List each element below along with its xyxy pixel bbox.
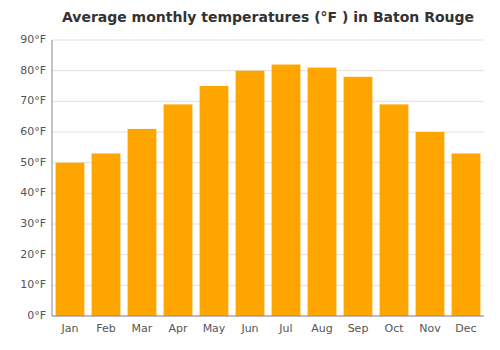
x-axis-line xyxy=(52,316,484,317)
bar xyxy=(344,77,373,316)
x-tick-label: Aug xyxy=(311,322,332,335)
grid xyxy=(52,40,484,316)
bar xyxy=(92,153,121,316)
x-tick-label: Jul xyxy=(278,322,292,335)
y-tick-label: 70°F xyxy=(20,94,46,107)
x-tick-label: Mar xyxy=(132,322,153,335)
y-tick-label: 60°F xyxy=(20,125,46,138)
bar xyxy=(416,132,445,316)
bar xyxy=(128,129,157,316)
y-tick-label: 10°F xyxy=(20,278,46,291)
chart: Average monthly temperatures (°F ) in Ba… xyxy=(0,0,500,350)
x-tick-label: May xyxy=(203,322,226,335)
y-axis-line xyxy=(52,40,53,316)
y-tick-label: 20°F xyxy=(20,248,46,261)
grid-line xyxy=(52,101,484,102)
grid-line xyxy=(52,40,484,41)
x-tick-label: Apr xyxy=(168,322,188,335)
y-tick-label: 80°F xyxy=(20,64,46,77)
bar xyxy=(56,163,85,316)
title: Average monthly temperatures (°F ) in Ba… xyxy=(62,9,474,25)
bar xyxy=(452,153,481,316)
chart-container: Average monthly temperatures (°F ) in Ba… xyxy=(0,0,500,350)
bar xyxy=(236,71,265,316)
y-tick-label: 0°F xyxy=(27,309,46,322)
y-axis: 0°F 10°F 20°F 30°F 40°F 50°F 60°F 70°F 80°F 90°F xyxy=(20,33,46,322)
x-tick-label: Jun xyxy=(240,322,258,335)
x-tick-label: Jan xyxy=(61,322,79,335)
x-tick-label: Feb xyxy=(96,322,115,335)
bar xyxy=(308,68,337,316)
y-tick-label: 50°F xyxy=(20,156,46,169)
x-tick-label: Oct xyxy=(384,322,404,335)
bars xyxy=(56,65,481,316)
y-tick-label: 30°F xyxy=(20,217,46,230)
x-axis: Jan Feb Mar Apr May Jun Jul Aug Sep Oct Nov Dec xyxy=(61,322,477,335)
grid-line xyxy=(52,70,484,71)
bar xyxy=(380,104,409,316)
grid-line xyxy=(52,316,484,317)
y-tick-label: 40°F xyxy=(20,186,46,199)
bar xyxy=(200,86,229,316)
x-tick-label: Nov xyxy=(419,322,441,335)
x-tick-label: Sep xyxy=(348,322,369,335)
y-tick-label: 90°F xyxy=(20,33,46,46)
x-tick-label: Dec xyxy=(455,322,476,335)
bar xyxy=(164,104,193,316)
bar xyxy=(272,65,301,316)
